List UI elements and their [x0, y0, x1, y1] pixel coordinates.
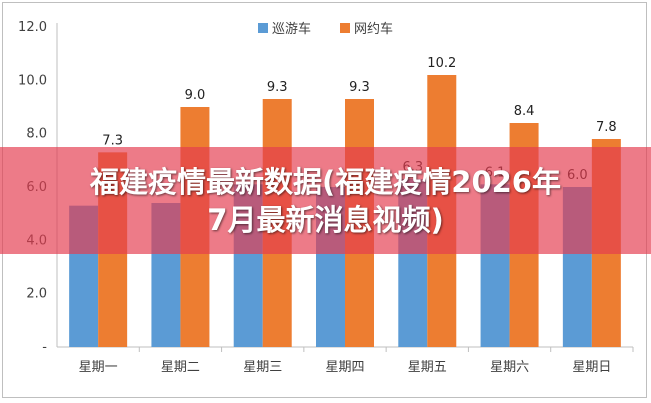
x-tick-label: 星期三	[243, 360, 282, 375]
x-tick-label: 星期六	[490, 360, 529, 375]
banner-title-line-1: 福建疫情最新数据(福建疫情2026年	[90, 164, 561, 199]
x-tick-label: 星期一	[79, 360, 118, 375]
legend-swatch	[258, 23, 268, 33]
x-tick-label: 星期日	[572, 360, 611, 375]
legend-label: 巡游车	[272, 21, 311, 37]
data-label: 7.8	[596, 120, 617, 135]
y-tick-label: 2.0	[26, 287, 47, 302]
data-label: 9.3	[267, 80, 288, 95]
data-label: 9.3	[349, 80, 370, 95]
y-tick-label: 8.0	[26, 127, 47, 142]
x-tick-label: 星期四	[325, 360, 364, 375]
legend-label: 网约车	[354, 21, 393, 37]
y-tick-label: 12.0	[18, 20, 47, 35]
data-label: 7.3	[102, 133, 123, 148]
title-banner: 福建疫情最新数据(福建疫情2026年 7月最新消息视频)	[0, 147, 651, 254]
x-tick-label: 星期二	[161, 360, 200, 375]
x-tick-label: 星期五	[408, 360, 447, 375]
banner-title-line-2: 7月最新消息视频)	[207, 202, 444, 237]
data-label: 9.0	[185, 88, 206, 103]
legend-swatch	[340, 23, 350, 33]
data-label: 10.2	[427, 56, 456, 71]
y-tick-label: -	[42, 340, 47, 355]
data-label: 8.4	[514, 104, 535, 119]
y-tick-label: 10.0	[18, 73, 47, 88]
